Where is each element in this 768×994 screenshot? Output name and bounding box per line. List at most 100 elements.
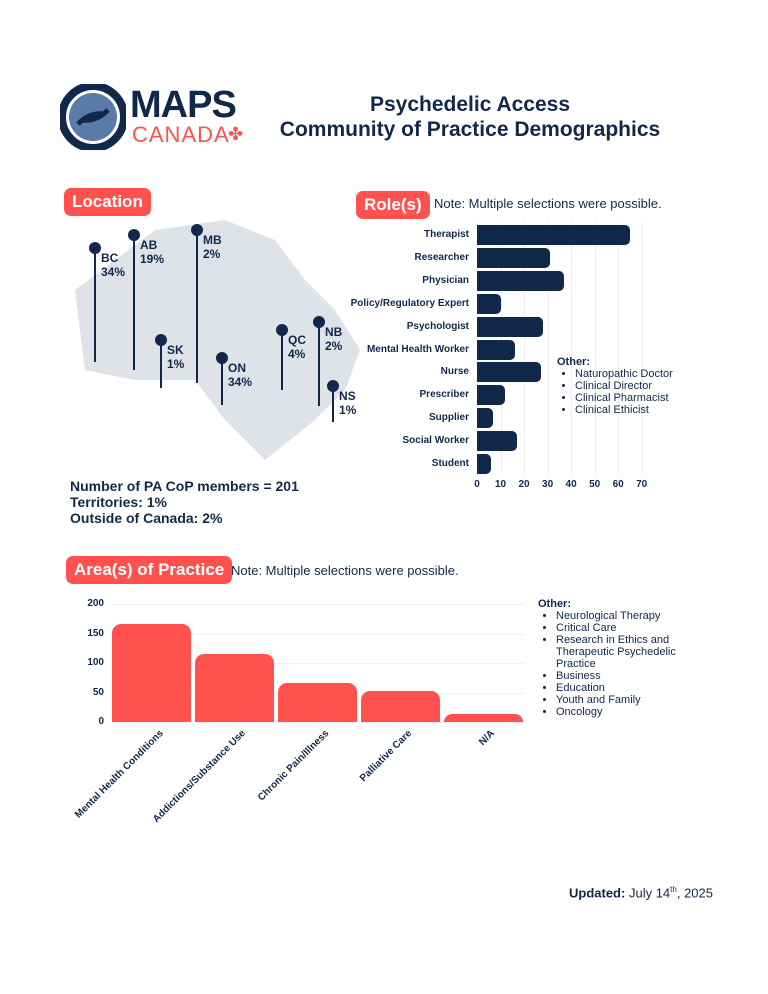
- gridline: [594, 222, 596, 474]
- province-label: MB 2%: [203, 233, 222, 261]
- province-pct: 1%: [167, 357, 185, 371]
- pin-ns: [327, 380, 339, 422]
- role-label: Nurse: [440, 366, 469, 378]
- role-bar: [477, 454, 492, 474]
- title-line-2: Community of Practice Demographics: [279, 118, 661, 141]
- location-heading: Location: [64, 188, 151, 216]
- role-bar: [477, 362, 541, 383]
- gridline: [524, 222, 526, 474]
- gridline: [112, 722, 524, 723]
- pin-qc: [276, 324, 288, 390]
- pin-sk: [155, 334, 167, 388]
- role-bar: [477, 408, 494, 429]
- gridline: [618, 222, 620, 474]
- pin-ab: [128, 229, 140, 370]
- role-bar: [477, 225, 630, 245]
- province-label: AB 19%: [140, 238, 164, 266]
- roles-other-item: Clinical Ethicist: [575, 404, 673, 416]
- areas-note: Note: Multiple selections were possible.: [231, 563, 459, 578]
- areas-other-item: Business: [556, 670, 688, 682]
- role-label: Student: [431, 458, 469, 469]
- province-pct: 34%: [101, 265, 126, 279]
- x-tick-label: 20: [518, 479, 530, 490]
- x-tick-label: 30: [542, 479, 554, 490]
- y-tick-label: 150: [87, 627, 104, 639]
- area-bar: [278, 683, 357, 722]
- province-code: NB: [325, 325, 343, 339]
- area-bar: [361, 691, 440, 722]
- role-bar: [477, 385, 506, 406]
- role-label: Policy/Regulatory Expert: [350, 297, 469, 309]
- areas-other-item: Critical Care: [556, 622, 688, 634]
- updated-day: July 14: [628, 885, 671, 901]
- role-label: Mental Health Worker: [366, 343, 469, 355]
- province-code: MB: [203, 233, 222, 247]
- area-label: N/A: [477, 728, 498, 748]
- role-label: Supplier: [428, 412, 469, 424]
- province-code: ON: [228, 361, 246, 375]
- role-label: Social Worker: [402, 435, 469, 447]
- x-tick-label: 0: [474, 479, 480, 490]
- area-bar: [444, 714, 523, 722]
- province-code: BC: [101, 251, 119, 265]
- province-pct: 1%: [339, 403, 357, 417]
- areas-other-item: Oncology: [556, 706, 688, 718]
- province-label: NS 1%: [339, 389, 356, 417]
- areas-other-title: Other:: [538, 598, 571, 610]
- province-label: BC 34%: [101, 251, 125, 279]
- province-label: NB 2%: [325, 325, 342, 353]
- gridline: [112, 633, 524, 635]
- location-stats: Number of PA CoP members = 201 Territori…: [70, 478, 299, 526]
- role-bar: [477, 270, 565, 291]
- role-bar: [477, 339, 515, 360]
- page-title: Psychedelic Access Community of Practice…: [270, 92, 670, 142]
- province-label: SK 1%: [167, 343, 184, 371]
- areas-other-item: Research in Ethics and Therapeutic Psych…: [556, 634, 688, 670]
- x-tick-label: 10: [494, 479, 507, 490]
- x-tick-label: 40: [565, 479, 577, 490]
- role-label: Researcher: [414, 251, 469, 263]
- y-tick-label: 200: [87, 598, 104, 609]
- roles-note: Note: Multiple selections were possible.: [434, 196, 662, 211]
- role-bar: [477, 293, 501, 314]
- outside-canada-pct: Outside of Canada: 2%: [70, 510, 223, 526]
- role-label: Psychologist: [406, 320, 469, 332]
- pin-on: [216, 352, 228, 405]
- logo-emblem-icon: [60, 84, 126, 150]
- province-code: QC: [288, 333, 306, 347]
- province-pct: 19%: [140, 252, 165, 266]
- area-label: Addictions/Substance Use: [151, 728, 249, 825]
- territories-pct: Territories: 1%: [70, 494, 167, 510]
- areas-heading: Area(s) of Practice: [66, 556, 233, 584]
- area-bar: [112, 624, 191, 722]
- maple-leaf-icon: ✤: [228, 124, 244, 144]
- area-label: Chronic Pain/Illness: [255, 728, 332, 804]
- role-label: Therapist: [423, 229, 469, 240]
- roles-other-title: Other:: [557, 356, 590, 368]
- gridline: [547, 222, 549, 474]
- area-label: Palliative Care: [358, 728, 415, 785]
- gridline: [641, 222, 643, 474]
- role-bar: [477, 247, 550, 268]
- province-pct: 2%: [325, 339, 343, 353]
- roles-other-item: Clinical Pharmacist: [575, 392, 673, 404]
- logo: MAPS CANADA ✤: [60, 84, 250, 154]
- logo-subtext: CANADA: [132, 122, 230, 147]
- roles-heading: Role(s): [356, 191, 430, 219]
- updated-sup: th: [670, 885, 677, 894]
- province-label: QC 4%: [288, 333, 306, 361]
- areas-other-item: Education: [556, 682, 688, 694]
- pin-mb: [191, 224, 203, 383]
- y-tick-label: 0: [98, 716, 104, 727]
- logo-text: MAPS: [130, 84, 237, 126]
- role-label: Physician: [422, 274, 469, 286]
- updated-date: Updated: July 14th, 2025: [569, 885, 713, 900]
- updated-year: , 2025: [676, 885, 713, 901]
- updated-label: Updated:: [569, 885, 626, 901]
- roles-other: Other: Naturopathic DoctorClinical Direc…: [557, 356, 673, 416]
- areas-other-item: Neurological Therapy: [556, 610, 688, 622]
- areas-other: Other: Neurological TherapyCritical Care…: [538, 598, 688, 718]
- y-tick-label: 50: [92, 686, 104, 698]
- title-line-1: Psychedelic Access: [369, 93, 571, 116]
- role-bar: [477, 431, 517, 452]
